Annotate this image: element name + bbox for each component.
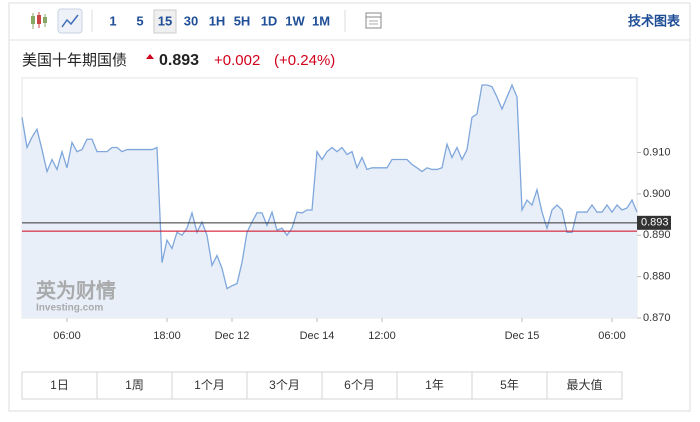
interval-selected	[153, 9, 177, 34]
range-button[interactable]	[171, 371, 248, 400]
y-tick-label: 0.880	[643, 271, 671, 283]
x-tick-label: 12:00	[368, 330, 396, 342]
x-tick-label: Dec 12	[215, 330, 250, 342]
y-tick-label: 0.900	[643, 188, 671, 200]
interval-button[interactable]: 5	[136, 13, 143, 28]
up-arrow	[146, 54, 154, 59]
range-label: 1周	[125, 378, 144, 392]
price: 0.893	[159, 52, 199, 69]
interval-button[interactable]: 1D	[261, 13, 278, 28]
area	[22, 85, 637, 318]
y-tick-label: 0.890	[643, 229, 671, 241]
y-tick-label: 0.910	[643, 146, 671, 158]
interval-button[interactable]: 15	[158, 13, 172, 28]
range-label: 1年	[425, 378, 444, 392]
price-tag-label: 0.893	[641, 217, 669, 229]
tech-chart-link[interactable]: 技术图表	[628, 13, 681, 28]
change: +0.002	[214, 52, 260, 69]
x-tick-label: Dec 15	[505, 330, 540, 342]
interval-button[interactable]: 1W	[285, 13, 305, 28]
range-label: 3个月	[269, 378, 300, 392]
line	[21, 83, 638, 290]
interval-button[interactable]: 30	[184, 13, 198, 28]
frame	[8, 2, 691, 412]
x-tick-label: 18:00	[153, 330, 181, 342]
range-label: 5年	[500, 378, 519, 392]
interval-button[interactable]: 1M	[312, 13, 330, 28]
candle-icon[interactable]	[31, 12, 47, 29]
watermark-brand: 英为财情	[36, 278, 116, 302]
x-tick-label: Dec 14	[300, 330, 335, 342]
line-icon[interactable]	[57, 8, 83, 34]
interval-button[interactable]: 5H	[234, 13, 251, 28]
range-label: 1个月	[194, 378, 225, 392]
interval-button[interactable]: 1	[109, 13, 116, 28]
change-pct: (+0.24%)	[274, 52, 335, 69]
range-button[interactable]	[471, 371, 548, 400]
y-tick-label: 0.870	[643, 312, 671, 324]
range-button[interactable]	[396, 371, 473, 400]
instrument-title: 美国十年期国债	[22, 52, 127, 69]
range-label: 1日	[50, 378, 69, 392]
x-tick-label: 06:00	[598, 330, 626, 342]
range-label: 6个月	[344, 378, 375, 392]
range-button[interactable]	[321, 371, 398, 400]
watermark-site: Investing.com	[36, 303, 103, 314]
price-tag	[637, 215, 671, 230]
range-button[interactable]	[21, 371, 98, 400]
range-button[interactable]	[546, 371, 623, 400]
range-label: 最大值	[566, 377, 602, 392]
settings-icon[interactable]	[365, 12, 382, 29]
interval-button[interactable]: 1H	[209, 13, 226, 28]
x-tick-label: 06:00	[53, 330, 81, 342]
range-button[interactable]	[96, 371, 173, 400]
